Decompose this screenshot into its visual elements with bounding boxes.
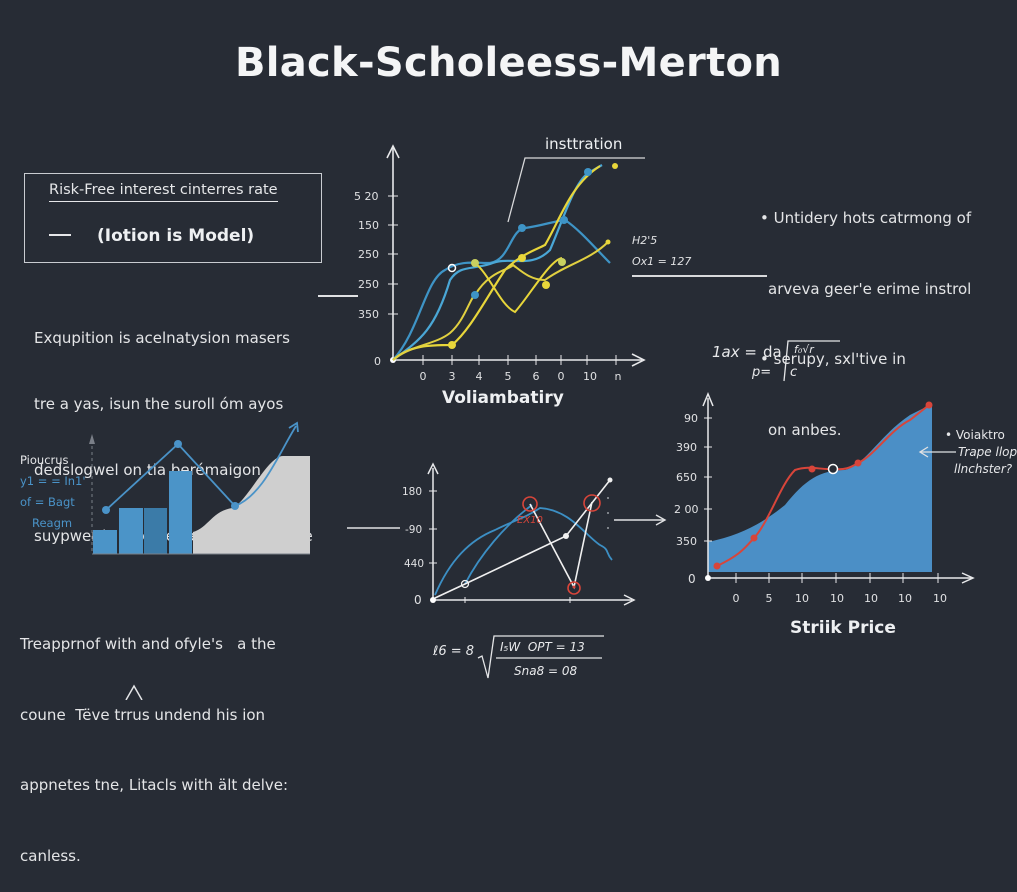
y-tick: 0 — [414, 593, 422, 607]
x-tick: 5 — [766, 592, 773, 605]
x-tick: 10 — [933, 592, 947, 605]
y-tick: 250 — [358, 248, 379, 261]
arrow-up-icon — [125, 684, 143, 700]
mini-label: of = Bagt — [20, 495, 75, 509]
x-tick: 10 — [864, 592, 878, 605]
series-yellow-2 — [392, 241, 609, 361]
area-series — [708, 404, 932, 572]
x-tick: 10 — [795, 592, 809, 605]
x-tick: 0 — [733, 592, 740, 605]
paragraph-line: Treapprnof with and ofyle's a the — [20, 635, 276, 653]
formula-mid-right: 1ax = da f₀√r p= c — [712, 337, 852, 387]
arrow-left-icon — [918, 446, 956, 458]
x-tick: n — [615, 370, 622, 383]
paragraph-line: Exqupition is acelnatysion masers — [34, 329, 290, 347]
y-tick: 350 — [358, 308, 379, 321]
bullet-item: • Untidery hots catrmong of — [760, 209, 972, 227]
x-tick: 4 — [476, 370, 483, 383]
mini-label: Reagm — [32, 516, 73, 530]
x-tick: 5 — [505, 370, 512, 383]
bar — [144, 508, 167, 554]
y-tick: 250 — [358, 278, 379, 291]
x-axis-arrow-icon — [631, 353, 646, 367]
y-axis-arrow-icon — [386, 144, 400, 159]
dash-divider — [49, 234, 71, 236]
callout-line: Trape llop — [958, 445, 1017, 459]
bar — [119, 508, 143, 554]
x-axis-arrow-icon — [623, 594, 636, 606]
bullet-continuation: on anbes. — [768, 420, 842, 439]
annotation-underline — [632, 275, 767, 277]
page-title: Black-Scholeess-Merton — [234, 40, 783, 86]
annotation-h: H2'5 — [632, 234, 658, 247]
y-tick: 180 — [402, 486, 422, 498]
y-axis-arrow-icon — [702, 392, 714, 407]
y-tick: 0 — [374, 355, 381, 368]
chart-title: insttration — [545, 135, 622, 153]
y-tick: 5 20 — [354, 190, 379, 203]
paragraph-line: coune Tëve trrus undend his ion — [20, 705, 266, 724]
mini-label: Pioucrus — [20, 453, 69, 467]
mini-chart-labels: Pioucrus y1 = = In1' of = Bagt Reagm — [20, 450, 86, 534]
zigzag-chart: 180 -90 440 0 EX10 — [347, 462, 636, 607]
mini-label: y1 = = In1' — [20, 474, 86, 488]
highlight-circle — [567, 581, 581, 595]
paragraph-line: canless. — [20, 846, 81, 865]
y-tick: 650 — [676, 471, 697, 484]
annotation-ox: Ox1 = 127 — [632, 255, 692, 268]
paragraph-bottom-left: Treapprnof with and ofyle's a the coune … — [20, 586, 288, 892]
bullet-list: • Untidery hots catrmong of arveva geer'… — [760, 160, 971, 466]
paragraph-line: appnetes tne, Litacls with ält delve: — [20, 776, 289, 794]
x-tick: 0 — [420, 370, 427, 383]
connector-line — [318, 295, 358, 297]
bar — [169, 471, 192, 554]
y-tick: 0 — [688, 572, 696, 586]
x-tick: 3 — [449, 370, 456, 383]
series-blue-curve — [434, 507, 613, 596]
x-axis-arrow-icon — [961, 572, 975, 584]
y-tick: 2 00 — [674, 503, 699, 516]
series-white-line — [434, 479, 611, 599]
highlight-circle — [522, 496, 538, 512]
formula-bottom: ℓ6 = 8 I₅W OPT = 13 Sna8 = 08 — [430, 632, 604, 688]
chart-annotation: EX10 — [517, 515, 543, 526]
trend-arrow-icon — [288, 421, 299, 433]
strike-price-area-chart: 90 390 650 2 00 350 0 0 5 10 10 10 10 10 — [674, 392, 975, 605]
series-yellow-3 — [474, 257, 563, 314]
y-tick: 390 — [676, 441, 697, 454]
x-axis-label: Striik Price — [790, 618, 896, 638]
x-tick: 0 — [558, 370, 565, 383]
highlighted-point — [827, 463, 839, 475]
x-tick: 10 — [583, 370, 597, 383]
title-leader-line — [507, 157, 645, 223]
right-callout: • Voiaktro — [945, 428, 1005, 442]
x-tick: 10 — [898, 592, 912, 605]
volatility-line-chart: insttration 5 20 150 250 250 350 0 0 3 4… — [354, 135, 646, 383]
y-axis-arrow-icon — [427, 462, 439, 475]
series-blue-2 — [392, 164, 603, 361]
mini-bar-chart — [89, 421, 310, 555]
x-axis-label: Voliambatiry — [442, 388, 564, 408]
y-tick: 90 — [684, 412, 698, 425]
definition-heading: Risk-Free interest cinterres rate — [49, 182, 278, 202]
bar — [93, 530, 117, 554]
y-tick: 440 — [404, 558, 424, 570]
bullet-continuation: arveva geer'e erime instrol — [768, 279, 972, 298]
y-tick: -90 — [405, 524, 422, 536]
x-tick: 6 — [533, 370, 540, 383]
highlight-circle — [583, 494, 601, 512]
y-tick: 350 — [676, 535, 697, 548]
callout-bullet: • Voiaktro — [945, 428, 1005, 442]
series-blue-1 — [392, 218, 611, 361]
definition-box: Risk-Free interest cinterres rate (Iotio… — [24, 173, 322, 263]
arrow-right-icon — [614, 514, 667, 526]
y-tick: 150 — [358, 219, 379, 232]
x-tick: 10 — [830, 592, 844, 605]
bullet-item: • serupy, sxl'tive in — [760, 350, 906, 368]
definition-subtitle: (Iotion is Model) — [97, 226, 255, 246]
callout-line: llnchster? — [954, 462, 1013, 476]
paragraph-line: tre a yas, isun the suroll óm ayos — [34, 395, 284, 413]
area-shape — [193, 456, 310, 554]
